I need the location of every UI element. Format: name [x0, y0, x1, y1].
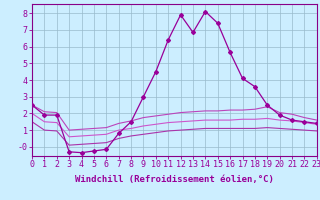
X-axis label: Windchill (Refroidissement éolien,°C): Windchill (Refroidissement éolien,°C): [75, 175, 274, 184]
